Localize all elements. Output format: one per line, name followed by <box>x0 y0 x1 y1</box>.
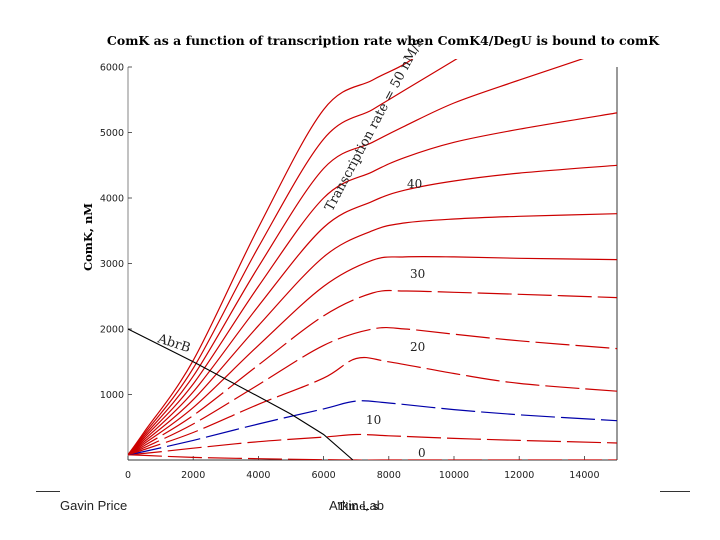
footer-lab: Arkin Lab <box>329 498 384 513</box>
footer-rule-left <box>36 491 60 492</box>
rate-label-30: 30 <box>410 267 425 281</box>
x-tick-label-4000: 4000 <box>246 470 270 481</box>
plot-area: 1000 2000 3000 4000 5000 6000 0 2000 4000 6000 80… <box>100 59 618 481</box>
y-tick-label-2000: 2000 <box>100 325 124 336</box>
series-rate-55 <box>128 59 458 456</box>
series-lines <box>128 59 617 460</box>
x-tick-label-0: 0 <box>125 470 131 481</box>
footer-author: Gavin Price <box>60 498 128 513</box>
y-tick-label-5000: 5000 <box>100 128 124 139</box>
series-rate-50 <box>128 59 584 456</box>
x-tick-label-10000: 10000 <box>439 470 469 481</box>
series-rate-20 <box>128 326 617 456</box>
y-axis-label: ComK, nM <box>81 203 95 271</box>
series-rate-5 <box>128 433 617 456</box>
series-abrb <box>128 328 354 460</box>
y-tick-label-4000: 4000 <box>100 194 124 205</box>
rate-label-40: 40 <box>407 177 422 191</box>
y-ticks: 1000 2000 3000 4000 5000 6000 <box>100 63 132 401</box>
rate-label-20: 20 <box>410 340 425 354</box>
series-rate-30 <box>128 256 617 456</box>
footer-rule-right <box>660 491 690 492</box>
x-tick-label-6000: 6000 <box>312 470 336 481</box>
series-rate-10 <box>128 400 617 456</box>
series-rate-40 <box>128 164 617 456</box>
x-ticks: 0 2000 4000 6000 8000 10000 12000 14000 <box>125 456 600 481</box>
series-rate-35 <box>128 213 617 456</box>
series-rate-0 <box>128 454 617 460</box>
y-tick-label-1000: 1000 <box>100 390 124 401</box>
x-tick-label-14000: 14000 <box>569 470 599 481</box>
x-axis-label: Time, s <box>338 500 379 513</box>
series-rate-15 <box>128 356 617 456</box>
series-rate-25 <box>128 289 617 456</box>
series-rate-60 <box>128 59 414 456</box>
x-tick-label-8000: 8000 <box>377 470 401 481</box>
x-tick-label-2000: 2000 <box>181 470 205 481</box>
rate-label-0: 0 <box>418 446 426 460</box>
series-rate-45 <box>128 112 617 456</box>
chart-title: ComK as a function of transcription rate… <box>107 33 660 48</box>
y-tick-label-6000: 6000 <box>100 63 124 74</box>
y-tick-label-3000: 3000 <box>100 259 124 270</box>
rate-label-10: 10 <box>366 413 381 427</box>
x-tick-label-12000: 12000 <box>504 470 534 481</box>
